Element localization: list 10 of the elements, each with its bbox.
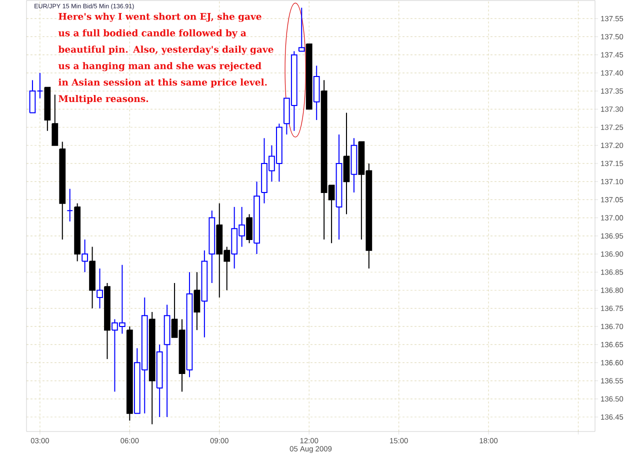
candlestick	[298, 7, 305, 52]
candlestick	[96, 268, 103, 309]
candlestick	[246, 214, 252, 244]
candlestick	[66, 188, 74, 222]
candlestick	[82, 239, 88, 273]
candlestick	[29, 80, 36, 114]
candlestick	[36, 72, 44, 99]
candlestick	[194, 272, 200, 331]
candlestick	[52, 94, 58, 146]
annotation: Here's why I went short on EJ, she gave us a full bodied candle followed by a beautiful pin. Also, yesterday's daily gave us a hanging man and she was rejected in Asian session at this same price level. Multiple reasons.	[58, 12, 274, 104]
